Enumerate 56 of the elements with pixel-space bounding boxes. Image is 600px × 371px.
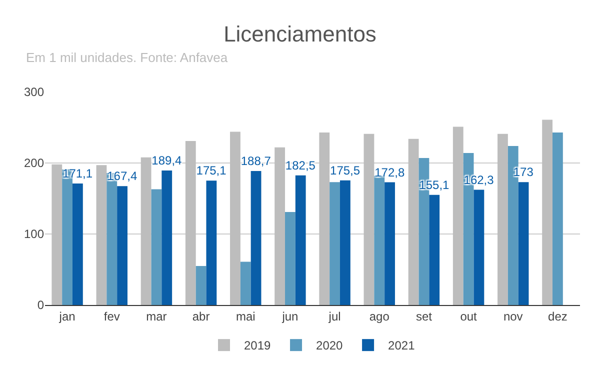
bar xyxy=(96,165,107,305)
bar xyxy=(162,170,172,305)
bar xyxy=(185,140,196,305)
x-tick-label: jun xyxy=(281,309,298,324)
y-tick-label: 200 xyxy=(24,156,44,170)
y-tick-label: 300 xyxy=(24,85,44,100)
bar xyxy=(196,266,206,305)
data-label: 172,8 xyxy=(374,165,405,180)
bar xyxy=(151,189,162,305)
bar xyxy=(518,182,529,305)
bar xyxy=(452,126,464,305)
bar xyxy=(52,164,62,305)
bar xyxy=(408,138,419,305)
data-label: 189,4 xyxy=(152,154,182,168)
x-tick-label: nov xyxy=(503,309,523,324)
bar xyxy=(542,120,553,305)
bar xyxy=(319,132,330,305)
x-tick-label: jul xyxy=(328,309,341,324)
legend-label: 2020 xyxy=(316,338,344,353)
bar xyxy=(250,171,262,305)
bar xyxy=(340,180,350,305)
bar xyxy=(295,175,306,305)
bar xyxy=(552,132,563,305)
data-label: 188,7 xyxy=(240,154,272,168)
bar xyxy=(429,194,440,305)
x-tick-label: abr xyxy=(192,309,210,324)
bar xyxy=(140,157,152,305)
legend-label: 2019 xyxy=(244,338,272,353)
x-tick-label: out xyxy=(460,309,478,324)
bar xyxy=(474,190,484,305)
x-tick-label: mai xyxy=(236,309,256,324)
x-tick-label: fev xyxy=(104,309,120,324)
bar xyxy=(230,132,240,305)
chart-subtitle: Em 1 mil unidades. Fonte: Anfavea xyxy=(26,50,228,65)
bar xyxy=(285,212,296,305)
data-label: 175,1 xyxy=(196,164,227,178)
bar xyxy=(498,134,508,305)
y-tick-label: 100 xyxy=(24,227,44,242)
bar xyxy=(240,262,251,305)
legend-label: 2021 xyxy=(388,338,416,353)
x-tick-label: set xyxy=(416,309,433,324)
data-label: 175,5 xyxy=(330,163,360,178)
data-label: 182,5 xyxy=(285,158,316,172)
y-tick-label: 0 xyxy=(37,298,44,312)
bar xyxy=(384,182,395,305)
bar xyxy=(274,147,286,305)
bar xyxy=(364,134,374,305)
x-tick-label: jan xyxy=(58,309,76,324)
chart-title: Licenciamentos xyxy=(224,21,376,46)
x-tick-label: mar xyxy=(146,309,167,324)
x-tick-label: ago xyxy=(369,309,390,324)
bar xyxy=(330,182,340,305)
bar xyxy=(206,180,217,305)
x-tick-label: dez xyxy=(548,309,568,324)
bar xyxy=(72,184,83,305)
bar xyxy=(117,186,128,305)
